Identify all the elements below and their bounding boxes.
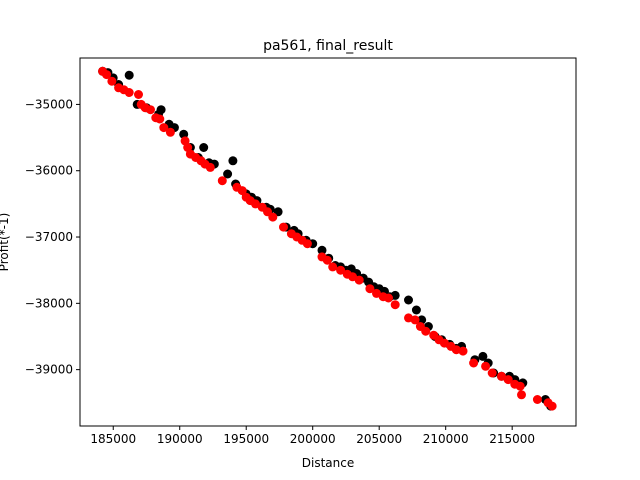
series-1-point-20 xyxy=(205,162,215,172)
series-1-point-59 xyxy=(487,368,497,378)
y-tick-label: −36000 xyxy=(25,164,73,178)
series-1-point-38 xyxy=(336,265,346,275)
series-1-point-45 xyxy=(384,293,393,303)
x-tick-label: 190000 xyxy=(157,432,203,446)
series-0-point-31 xyxy=(317,245,327,255)
series-1-point-64 xyxy=(517,390,526,400)
x-axis-label: Distance xyxy=(302,456,354,470)
series-1-point-57 xyxy=(469,358,479,368)
series-1-point-56 xyxy=(458,346,468,356)
series-1-point-55 xyxy=(451,345,461,355)
series-1-point-43 xyxy=(372,288,381,298)
series-1-point-5 xyxy=(124,88,134,97)
series-1-point-50 xyxy=(421,326,431,336)
x-tick-label: 185000 xyxy=(90,432,136,446)
series-1-point-9 xyxy=(146,105,155,115)
x-tick-label: 210000 xyxy=(423,432,469,446)
series-1-point-23 xyxy=(237,186,247,196)
series-1-point-42 xyxy=(365,284,375,294)
series-1-point-30 xyxy=(279,222,288,232)
x-tick-label: 215000 xyxy=(489,432,535,446)
series-1-point-26 xyxy=(251,199,260,209)
y-tick-label: −37000 xyxy=(25,230,73,244)
y-tick-label: −38000 xyxy=(25,296,73,310)
points-layer xyxy=(98,66,557,411)
series-1-point-2 xyxy=(107,76,117,86)
series-0-point-46 xyxy=(411,305,421,315)
series-1-point-34 xyxy=(302,239,312,249)
series-0-point-45 xyxy=(404,295,413,305)
chart-title: pa561, final_result xyxy=(263,38,393,54)
x-tick-label: 200000 xyxy=(290,432,336,446)
series-1-point-46 xyxy=(390,300,400,310)
series-1-point-37 xyxy=(328,262,338,272)
series-0-point-14 xyxy=(199,143,209,152)
series-1-point-61 xyxy=(503,375,513,385)
x-tick-label: 205000 xyxy=(356,432,402,446)
series-1-point-65 xyxy=(532,395,542,404)
series-1-point-63 xyxy=(515,381,525,391)
x-ticks: 185000 190000 195000 200000 205000 210000 2150… xyxy=(90,426,535,446)
series-0-point-55 xyxy=(478,351,488,361)
series-1-point-48 xyxy=(410,315,420,325)
series-1-point-60 xyxy=(497,371,506,381)
series-1-point-21 xyxy=(217,176,227,186)
y-tick-label: −35000 xyxy=(25,97,73,111)
series-1-point-29 xyxy=(268,212,278,222)
series-0-point-4 xyxy=(124,70,134,80)
series-1-point-12 xyxy=(159,123,169,133)
x-tick-label: 195000 xyxy=(223,432,269,446)
series-0-point-18 xyxy=(228,156,238,166)
series-1-point-58 xyxy=(481,361,491,371)
series-1-point-67 xyxy=(547,401,557,411)
series-0-point-8 xyxy=(156,105,166,115)
series-1-point-36 xyxy=(322,255,332,265)
series-1-point-6 xyxy=(134,90,143,99)
y-ticks: −35000 −36000 −37000 −38000 −39000 xyxy=(25,97,80,377)
plot-frame xyxy=(79,57,577,427)
series-1-point-13 xyxy=(165,127,175,137)
series-1-point-11 xyxy=(155,114,165,124)
series-1-point-1 xyxy=(102,70,112,80)
series-1-point-41 xyxy=(354,275,364,285)
y-tick-label: −39000 xyxy=(25,363,73,377)
y-axis-label: Profit(*-1) xyxy=(0,213,11,272)
series-0-point-17 xyxy=(223,169,233,179)
